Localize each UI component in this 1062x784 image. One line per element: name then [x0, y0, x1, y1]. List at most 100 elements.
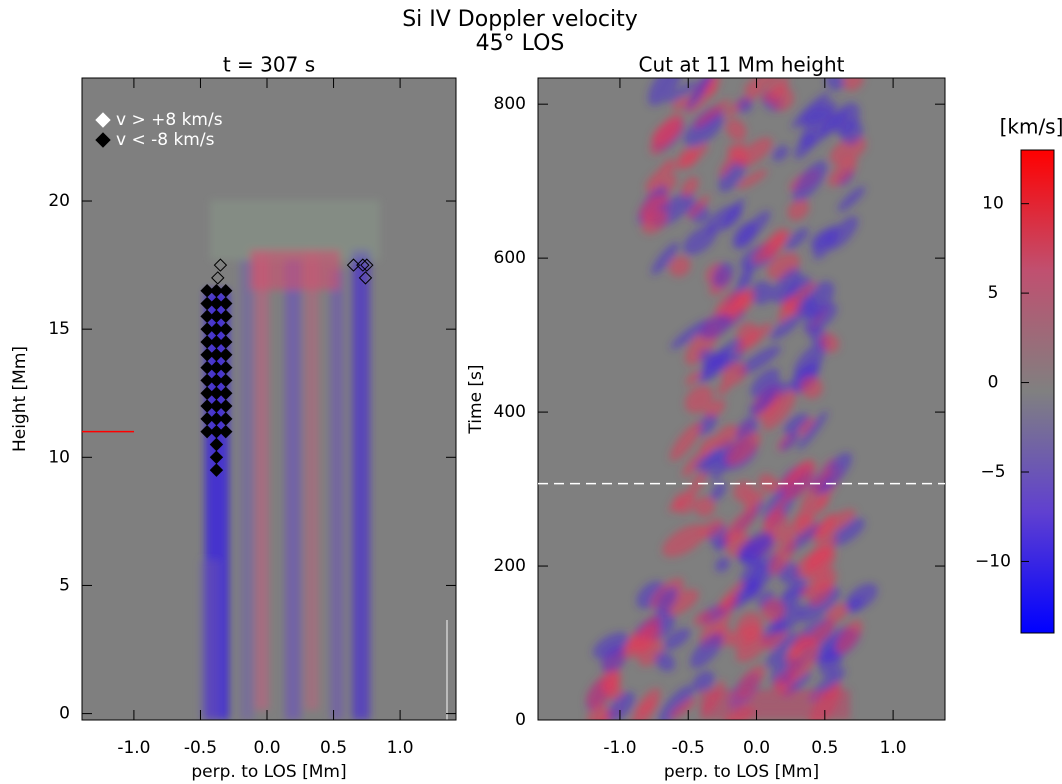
texture-blob [607, 691, 636, 720]
texture-blob [662, 589, 699, 617]
texture-blob [693, 99, 731, 129]
texture-blob [797, 417, 815, 437]
texture-blob [827, 158, 858, 187]
texture-blob [845, 583, 878, 611]
texture-blob [743, 78, 781, 93]
texture-blob [753, 380, 782, 416]
texture-blob [727, 144, 749, 164]
data-point [200, 348, 214, 362]
data-point [360, 258, 374, 272]
data-point [209, 335, 224, 349]
texture-blob [835, 619, 863, 654]
texture-blob [700, 436, 718, 455]
x-tick-label: 0.5 [811, 738, 838, 758]
texture-blob [700, 518, 724, 539]
data-point [209, 437, 224, 452]
data-point [219, 360, 233, 375]
y-axis-label: Time [s] [466, 364, 486, 434]
texture-blob [681, 176, 699, 198]
texture-blob [676, 143, 709, 170]
texture-blob [778, 281, 817, 315]
texture-blob [645, 167, 666, 191]
data-point [219, 296, 233, 311]
texture-blob [787, 637, 819, 681]
data-point [209, 463, 224, 477]
texture-blob [825, 603, 849, 623]
texture-blob [651, 242, 679, 276]
texture-blob [714, 538, 728, 552]
plot-frame [537, 77, 946, 721]
texture-blob [715, 557, 731, 573]
data-point [200, 284, 214, 298]
data-point [209, 284, 224, 298]
data-point [213, 258, 228, 272]
texture-blob [713, 424, 738, 449]
data-point [200, 386, 214, 400]
texture-blob [783, 413, 810, 436]
heatmap-left [82, 78, 456, 720]
data-point [209, 399, 224, 413]
texture-blob [718, 158, 746, 193]
texture-blob [800, 467, 832, 510]
texture-blob [762, 491, 791, 531]
x-tick-label: -1.0 [603, 738, 636, 758]
y-axis-label: Height [Mm] [10, 346, 30, 452]
data-point [200, 296, 214, 311]
data-point [200, 424, 214, 439]
texture-blob [739, 558, 766, 590]
texture-blob [668, 498, 686, 513]
texture-blob [710, 481, 727, 501]
legend-symbol [95, 112, 111, 128]
texture-blob [761, 598, 785, 623]
texture-blob [641, 209, 668, 234]
colorbar-tick-label: 0 [988, 373, 999, 393]
texture-blob [737, 345, 782, 376]
y-tick-label: 400 [494, 402, 526, 422]
x-tick-label: 1.0 [880, 738, 907, 758]
texture-blob [586, 670, 622, 708]
texture-blob [828, 216, 859, 250]
texture-blob [771, 602, 804, 634]
texture-blob [792, 360, 822, 392]
texture-blob [804, 546, 836, 582]
texture-blob [791, 92, 831, 129]
texture-blob [770, 314, 802, 341]
texture-blob [697, 414, 717, 436]
texture-blob [592, 632, 629, 659]
texture-blob [729, 623, 763, 649]
y-tick-label: 15 [48, 319, 70, 339]
texture-blob [721, 362, 747, 386]
panel-title: t = 307 s [223, 53, 315, 77]
texture-blob [655, 586, 678, 616]
texture-blob [725, 431, 762, 466]
colorbar-label: [km/s] [1000, 115, 1062, 139]
x-tick-label: 1.0 [387, 738, 414, 758]
y-tick-label: 0 [515, 710, 526, 730]
texture-blob [803, 302, 838, 334]
texture-blob [770, 86, 794, 111]
texture-blob [829, 136, 867, 165]
data-point [211, 271, 225, 285]
texture-blob [725, 118, 747, 141]
stripe [200, 560, 220, 720]
x-tick-label: -1.0 [117, 738, 150, 758]
data-point [346, 258, 361, 272]
stripe [250, 250, 340, 290]
data-point [209, 360, 224, 375]
texture-blob [714, 290, 742, 316]
texture-blob [687, 194, 710, 219]
colorbar-tick-label: −10 [975, 551, 1011, 571]
data-point [209, 412, 224, 426]
texture-band [700, 690, 850, 693]
texture-band [700, 700, 850, 703]
legend-label: v < -8 km/s [116, 130, 215, 150]
legend-label: v > +8 km/s [116, 110, 223, 130]
data-point [200, 322, 214, 336]
data-point [219, 399, 233, 413]
figure-title: Si IV Doppler velocity [402, 7, 638, 32]
texture-blob [714, 580, 745, 614]
texture-blob [830, 518, 866, 546]
texture-blob [684, 385, 714, 414]
legend-symbol [95, 132, 111, 148]
